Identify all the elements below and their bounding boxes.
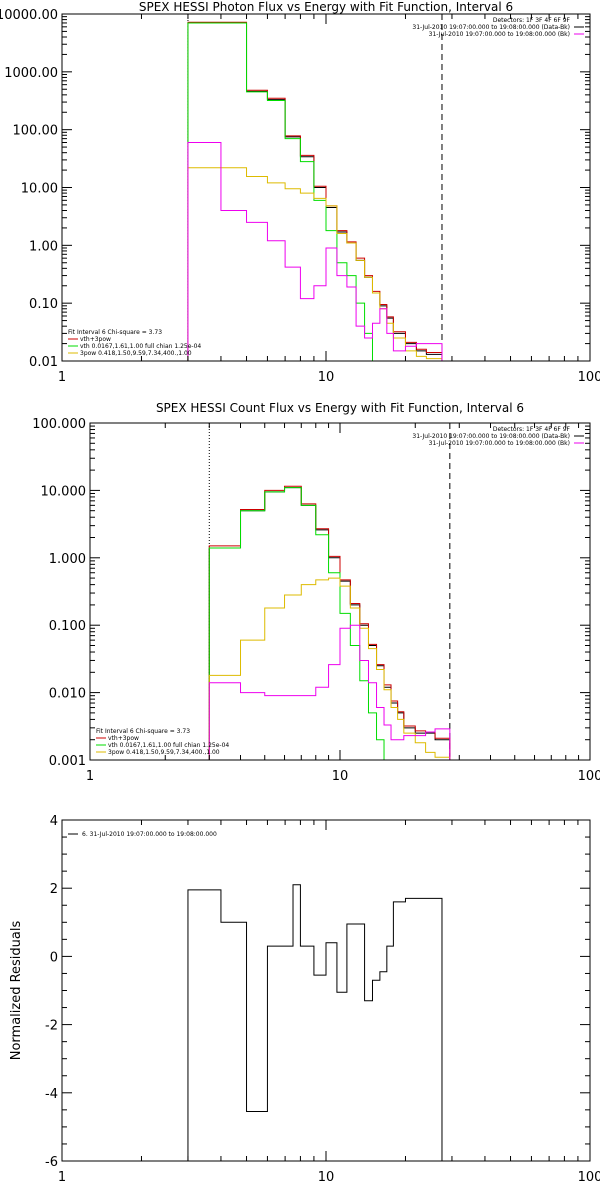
series-line-3 — [187, 167, 443, 361]
y-tick-label: 0.01 — [29, 355, 58, 370]
series-line-2 — [187, 22, 381, 361]
residuals-panel: 1 10 100 -6 -4 -2 0 2 4 Normalized Residuals 6. 31… — [9, 814, 600, 1185]
count-flux-panel: SPEX HESSI Count Flux vs Energy with Fit… — [32, 401, 600, 784]
fit-legend-header: Fit Interval 6 Chi-square = 3.73 — [68, 329, 162, 336]
x-tick-label: 100 — [578, 1170, 600, 1185]
series-line-3 — [208, 577, 451, 760]
fit-legend-text: vth 0.0167,1.61,1.00 full chian 1.25e-04 — [80, 343, 201, 350]
fit-legend-text: vth+3pow — [108, 735, 139, 742]
y-tick-label: 1.000 — [49, 552, 86, 567]
header-legend-text: 31-Jul-2010 19:07:00.000 to 19:08:00.000… — [412, 433, 570, 440]
residual-legend-text: 6. 31-Jul-2010 19:07:00.000 to 19:08:00.… — [82, 831, 217, 838]
header-legend-text: 31-Jul-2010 19:07:00.000 to 19:08:00.000… — [429, 440, 570, 447]
y-tick-label: 0.100 — [49, 619, 86, 634]
series-line-0 — [187, 22, 443, 361]
chart-title: SPEX HESSI Count Flux vs Energy with Fit… — [156, 401, 524, 415]
fit-legend-header: Fit Interval 6 Chi-square = 3.73 — [96, 728, 190, 735]
x-tick-label: 10 — [318, 370, 335, 385]
x-tick-label: 100 — [578, 370, 600, 385]
y-tick-label: -6 — [45, 1155, 58, 1170]
y-tick-label: 1000.00 — [4, 66, 58, 81]
y-tick-label: 10.00 — [21, 182, 58, 197]
plot-frame — [61, 819, 591, 1162]
header-legend-text: 31-Jul-2010 19:07:00.000 to 19:08:00.000… — [412, 24, 570, 31]
series-line-1 — [187, 21, 443, 361]
y-tick-label: -4 — [45, 1087, 58, 1102]
series-line-1 — [208, 485, 451, 760]
y-tick-label: 10.000 — [41, 484, 87, 499]
x-tick-label: 10 — [332, 769, 349, 784]
fit-legend-text: 3pow 0.418,1.50,9.59,7.34,400.,1.00 — [108, 749, 220, 756]
series-group — [187, 884, 443, 1161]
header-legend-text: 31-Jul-2010 19:07:00.000 to 19:08:00.000… — [429, 31, 570, 38]
header-legend-text: Detectors: 1F 3F 4F 6F 9F — [493, 17, 571, 24]
y-tick-label: 0.10 — [29, 297, 58, 312]
y-tick-label: 2 — [50, 882, 58, 897]
y-tick-label: 0.010 — [49, 687, 86, 702]
fit-legend-text: vth+3pow — [80, 336, 111, 343]
series-line-4 — [208, 624, 451, 760]
x-tick-label: 1 — [58, 370, 66, 385]
x-tick-label: 100 — [578, 769, 600, 784]
series-line-4 — [187, 141, 443, 361]
y-tick-label: 0.001 — [49, 754, 86, 769]
y-tick-label: 1.00 — [29, 239, 58, 254]
series-line-0 — [208, 487, 451, 760]
y-tick-label: 10000.00 — [0, 8, 58, 23]
y-tick-label: -2 — [45, 1019, 58, 1034]
series-group — [208, 485, 451, 760]
y-tick-label: 100.000 — [32, 417, 86, 432]
series-group — [187, 21, 443, 361]
y-tick-label: 0 — [50, 950, 58, 965]
fit-legend-text: vth 0.0167,1.61,1.00 full chian 1.25e-04 — [108, 742, 229, 749]
y-axis-label: Normalized Residuals — [9, 921, 24, 1061]
y-tick-label: 4 — [50, 814, 58, 829]
series-line-0 — [187, 884, 443, 1161]
header-legend-text: Detectors: 1F 3F 4F 6F 9F — [493, 426, 571, 433]
x-tick-label: 1 — [58, 1170, 66, 1185]
chart-title: SPEX HESSI Photon Flux vs Energy with Fi… — [139, 0, 513, 14]
photon-flux-panel: SPEX HESSI Photon Flux vs Energy with Fi… — [0, 0, 600, 385]
x-tick-label: 10 — [318, 1170, 335, 1185]
y-tick-label: 100.00 — [13, 124, 59, 139]
series-line-2 — [208, 487, 385, 760]
fit-legend-text: 3pow 0.418,1.50,9.59,7.34,400.,1.00 — [80, 350, 192, 357]
x-tick-label: 1 — [86, 769, 94, 784]
